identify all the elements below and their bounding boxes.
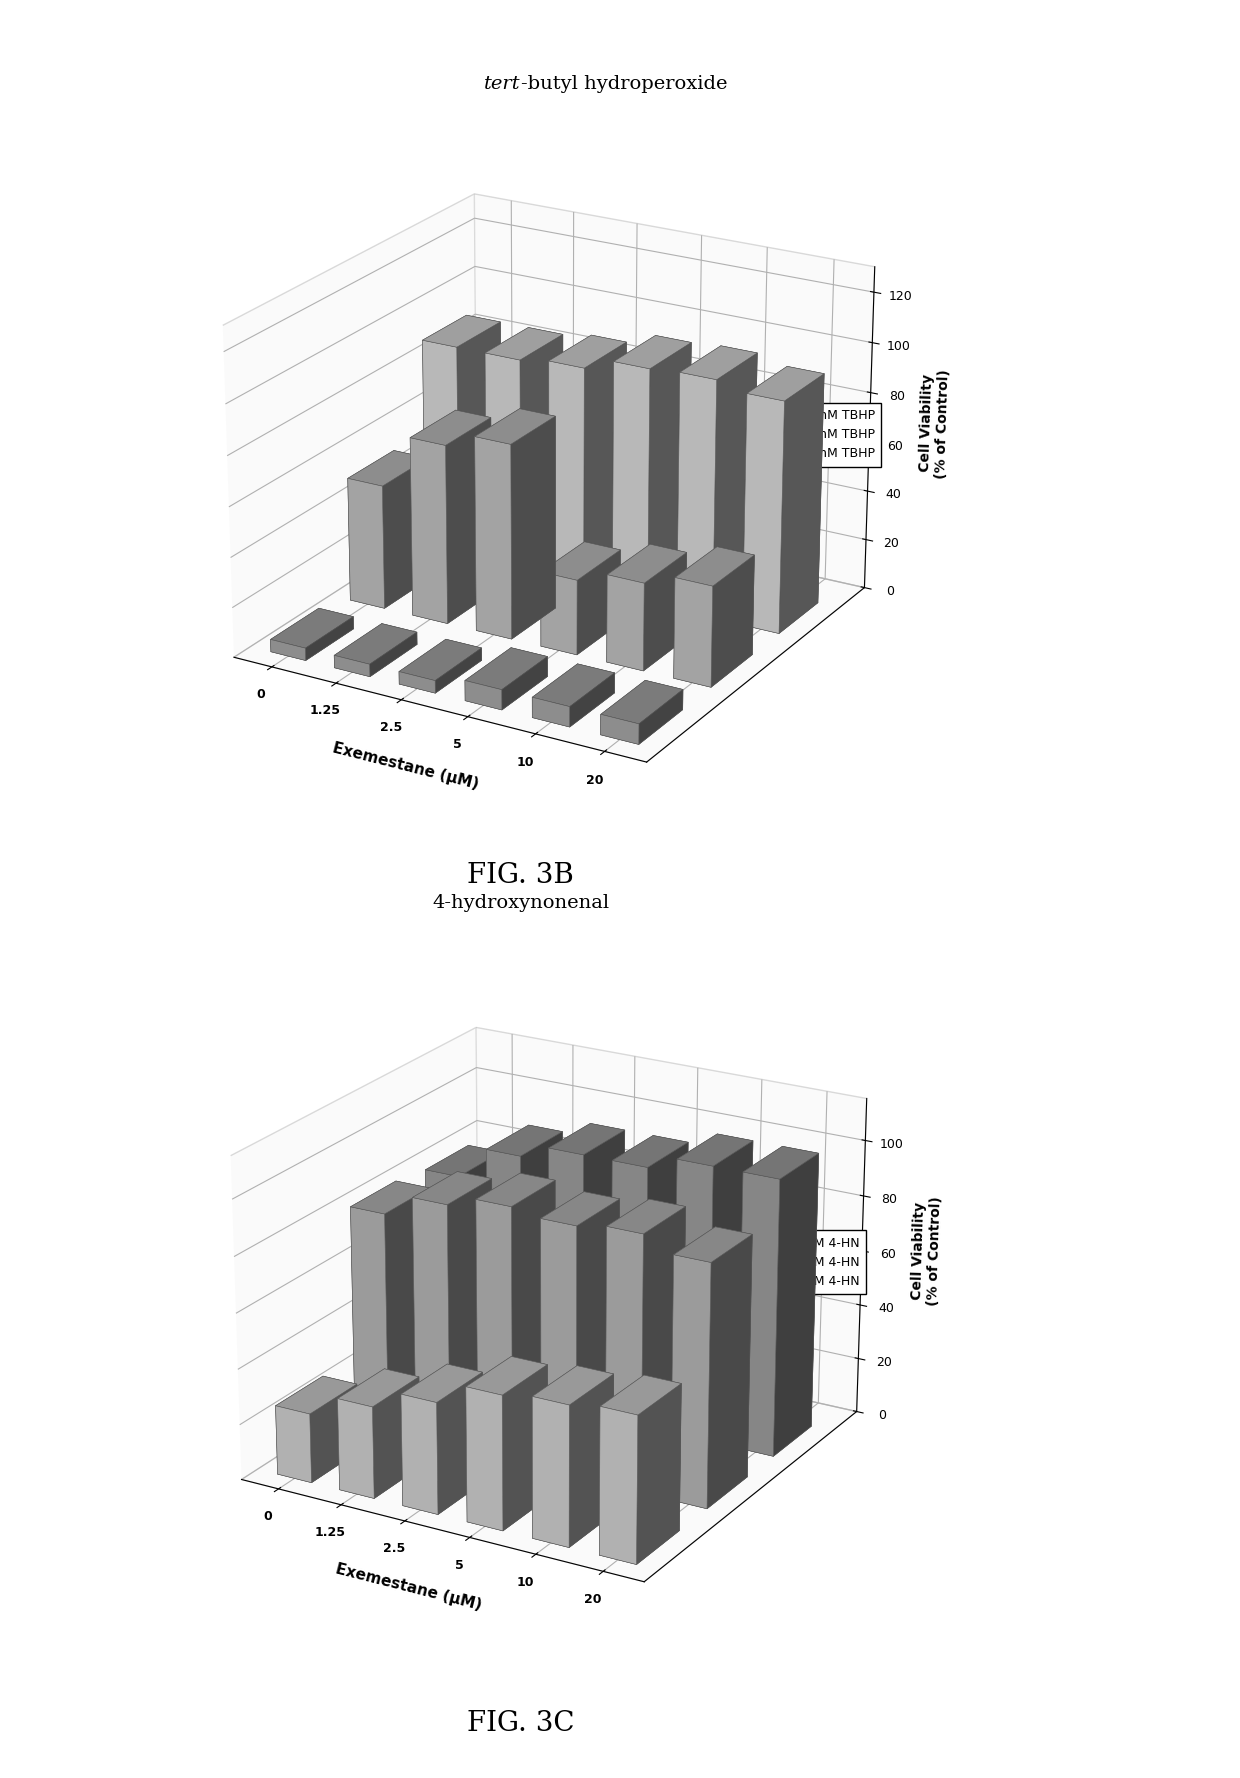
Text: tert: tert xyxy=(484,75,521,92)
Legend: 0.8 mM TBHP, 0.4 mM TBHP, 0.2 mM TBHP: 0.8 mM TBHP, 0.4 mM TBHP, 0.2 mM TBHP xyxy=(756,404,882,466)
Text: FIG. 3B: FIG. 3B xyxy=(467,862,574,889)
X-axis label: Exemestane (μM): Exemestane (μM) xyxy=(331,741,480,793)
Text: -butyl hydroperoxide: -butyl hydroperoxide xyxy=(521,75,728,92)
X-axis label: Exemestane (μM): Exemestane (μM) xyxy=(334,1561,484,1613)
Text: FIG. 3C: FIG. 3C xyxy=(467,1710,574,1737)
Legend: 40 uM 4-HN, 20 uM 4-HN, 10 uM 4-HN: 40 uM 4-HN, 20 uM 4-HN, 10 uM 4-HN xyxy=(751,1230,866,1294)
Text: 4-hydroxynonenal: 4-hydroxynonenal xyxy=(433,894,609,912)
